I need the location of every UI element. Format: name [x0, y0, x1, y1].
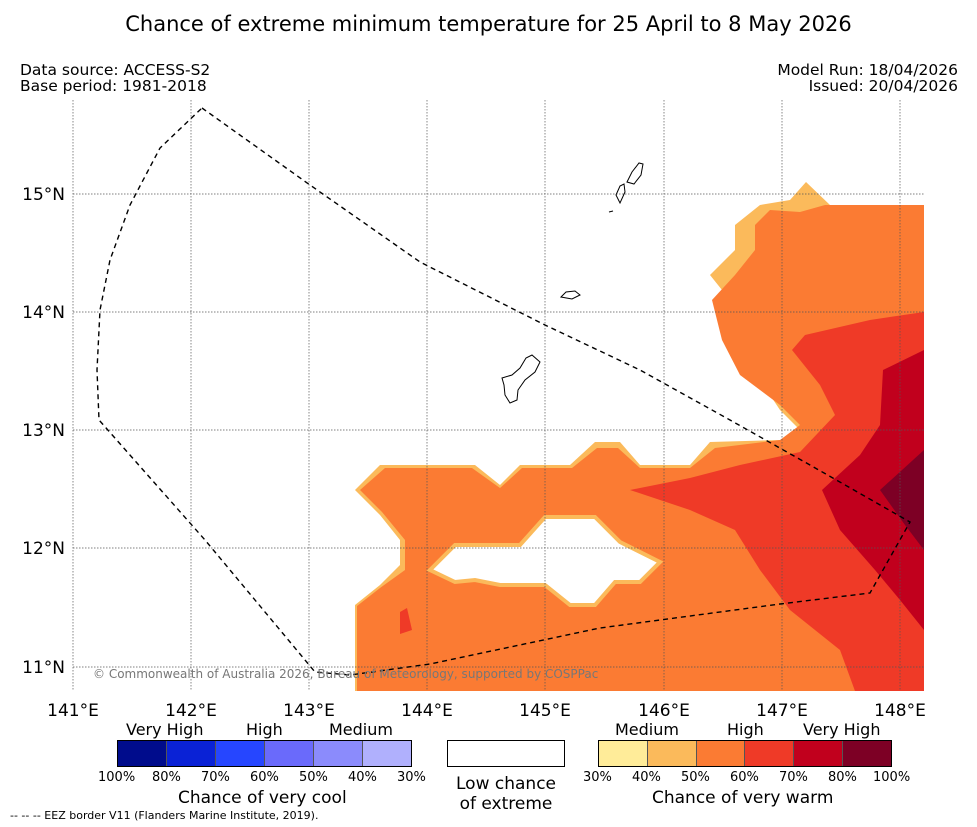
warm-category-very-high: Very High	[803, 720, 881, 739]
lat-tick-labels: 15°N 14°N 13°N 12°N 11°N	[22, 185, 65, 678]
lat-tick: 11°N	[22, 658, 65, 678]
cool-swatch	[265, 741, 314, 766]
lat-tick: 14°N	[22, 303, 65, 323]
chart-title: Chance of extreme minimum temperature fo…	[125, 12, 852, 36]
cool-tick: 30%	[397, 770, 426, 785]
issued-text: Issued: 20/04/2026	[808, 77, 958, 95]
cool-category-high: High	[246, 720, 283, 739]
base-period-text: Base period: 1981-2018	[20, 77, 207, 95]
cool-colorbar	[117, 740, 412, 767]
warm-category-medium: Medium	[615, 720, 679, 739]
warm-category-high: High	[727, 720, 764, 739]
low-chance-label-line1: Low chance	[456, 774, 556, 794]
cool-swatch	[363, 741, 411, 766]
cool-category-medium: Medium	[329, 720, 393, 739]
saipan-island	[626, 162, 644, 185]
eez-border	[96, 107, 911, 676]
gridlines	[72, 100, 924, 691]
cool-tick: 50%	[299, 770, 328, 785]
warm-tick: 60%	[730, 770, 759, 785]
tinian-island	[615, 183, 626, 205]
cool-tick: 40%	[348, 770, 377, 785]
cool-tick: 60%	[250, 770, 279, 785]
cool-swatch	[216, 741, 265, 766]
lon-tick: 144°E	[401, 701, 453, 721]
cool-swatch	[167, 741, 216, 766]
warm-swatch	[745, 741, 795, 766]
warm-swatch	[647, 741, 697, 766]
lon-tick: 141°E	[47, 701, 99, 721]
aguijan-islet	[608, 210, 614, 213]
guam-island	[501, 354, 541, 404]
warm-colorbar	[598, 740, 892, 767]
lon-tick: 143°E	[283, 701, 335, 721]
model-run-text: Model Run: 18/04/2026	[777, 61, 958, 79]
warm-swatch	[794, 741, 844, 766]
eez-footnote: -- -- -- EEZ border V11 (Flanders Marine…	[10, 809, 319, 822]
lon-tick: 142°E	[165, 701, 217, 721]
warm-swatch	[843, 741, 891, 766]
region-low-chance-hole	[430, 517, 660, 605]
low-chance-label-line2: of extreme	[459, 794, 553, 814]
islands	[501, 162, 644, 404]
cool-tick: 70%	[201, 770, 230, 785]
lon-tick-labels: 141°E 142°E 143°E 144°E 145°E 146°E 147°…	[47, 701, 926, 721]
lon-tick: 146°E	[638, 701, 690, 721]
lon-tick: 145°E	[519, 701, 571, 721]
cool-tick: 100%	[98, 770, 136, 785]
cool-category-very-high: Very High	[126, 720, 204, 739]
map-plot-area	[355, 182, 924, 691]
lon-tick: 147°E	[756, 701, 808, 721]
cool-legend-label: Chance of very cool	[178, 788, 347, 808]
warm-tick: 50%	[681, 770, 710, 785]
region-60-70-spot	[400, 608, 412, 634]
cool-tick: 80%	[152, 770, 181, 785]
warm-tick: 30%	[583, 770, 612, 785]
low-chance-swatch	[447, 740, 565, 767]
data-source-text: Data source: ACCESS-S2	[20, 61, 211, 79]
lat-tick: 13°N	[22, 421, 65, 441]
lat-tick: 12°N	[22, 539, 65, 559]
warm-tick: 80%	[828, 770, 857, 785]
warm-legend-label: Chance of very warm	[652, 788, 834, 808]
warm-tick: 40%	[632, 770, 661, 785]
region-60-70	[630, 312, 924, 691]
copyright-text: © Commonwealth of Australia 2026, Bureau…	[93, 667, 599, 681]
lon-tick: 148°E	[874, 701, 926, 721]
warm-tick: 100%	[873, 770, 911, 785]
region-30-40-ring	[426, 515, 664, 607]
region-80-100	[880, 450, 924, 550]
cool-swatch	[118, 741, 167, 766]
warm-swatch	[599, 741, 648, 766]
rota-island	[559, 290, 581, 300]
region-70-80	[822, 350, 924, 630]
cool-swatch	[314, 741, 363, 766]
warm-swatch	[696, 741, 746, 766]
lat-tick: 15°N	[22, 185, 65, 205]
warm-tick: 70%	[779, 770, 808, 785]
